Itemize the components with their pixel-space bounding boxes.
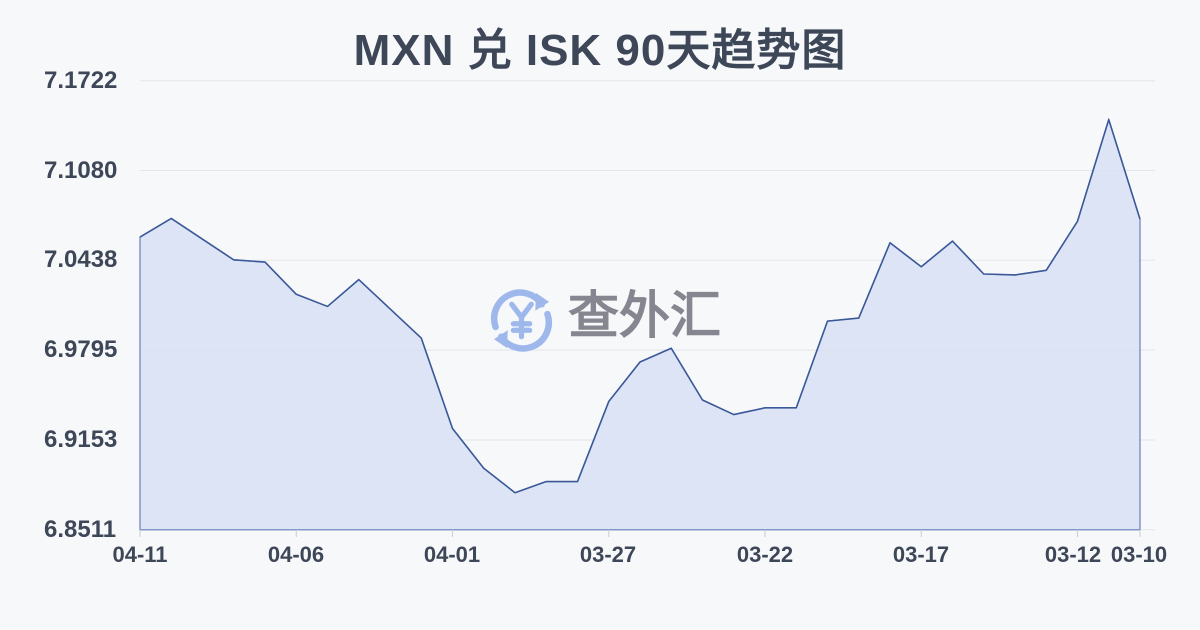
svg-text:查外汇: 查外汇 <box>568 287 721 344</box>
